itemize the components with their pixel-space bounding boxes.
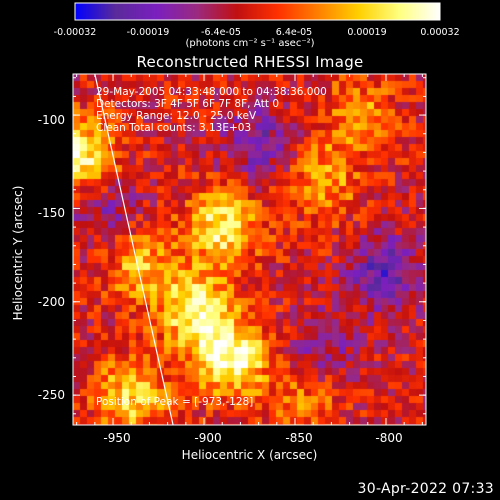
annotation-detectors: Detectors: 3F 4F 5F 6F 7F 8F, Att 0	[96, 98, 280, 110]
y-tick-label: -250	[37, 388, 65, 402]
colorbar-tick: 0.00019	[347, 27, 387, 38]
y-axis-label: Heliocentric Y (arcsec)	[11, 185, 25, 321]
annotation-time-range: 29-May-2005 04:33:48.000 to 04:38:36.000	[96, 86, 327, 98]
peak-position-label: Position of Peak = [-973,-128]	[96, 396, 254, 408]
y-tick-label: -150	[37, 206, 65, 220]
x-tick-label: -950	[103, 431, 131, 445]
timestamp: 30-Apr-2022 07:33	[357, 481, 494, 497]
colorbar-tick: -6.4e-05	[201, 27, 241, 38]
colorbar-gradient	[74, 2, 441, 21]
colorbar	[74, 2, 441, 21]
colorbar-tick: 6.4e-05	[275, 27, 313, 38]
colorbar-units-label: (photons cm⁻² s⁻¹ asec⁻²)	[185, 38, 315, 49]
annotation-clean-counts: Clean Total counts: 3.13E+03	[96, 122, 252, 134]
x-tick-label: -900	[194, 431, 222, 445]
x-tick-label: -800	[375, 431, 403, 445]
x-tick-label: -850	[285, 431, 313, 445]
annotation-energy-range: Energy Range: 12.0 - 25.0 keV	[96, 110, 257, 122]
colorbar-tick: -0.00032	[53, 27, 97, 38]
x-axis-label: Heliocentric X (arcsec)	[181, 448, 318, 462]
chart-title: Reconstructed RHESSI Image	[136, 53, 364, 71]
y-tick-label: -100	[37, 113, 65, 127]
y-tick-label: -200	[37, 295, 65, 309]
colorbar-tick: -0.00019	[126, 27, 170, 38]
colorbar-tick: 0.00032	[420, 27, 460, 38]
